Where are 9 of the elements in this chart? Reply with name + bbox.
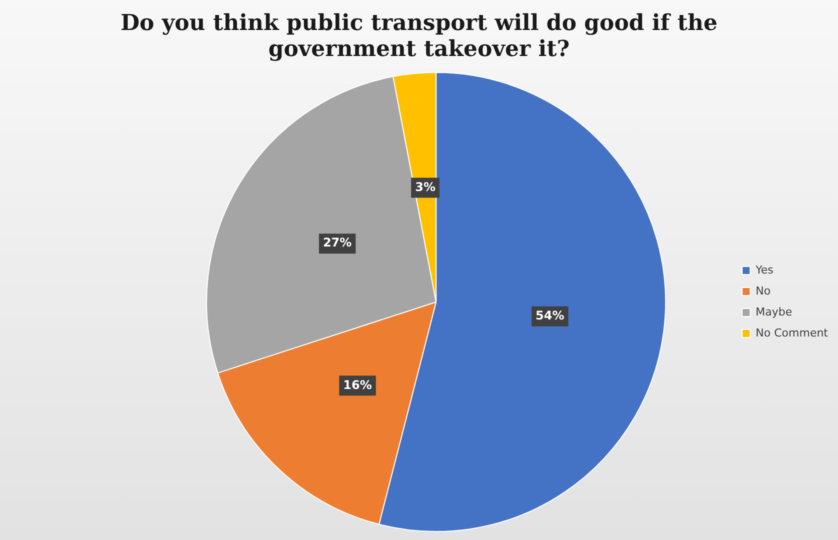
data-label: 16% [343,378,372,392]
data-label: 54% [536,308,564,323]
data-label: 3% [415,180,436,194]
legend-label: No [756,284,771,298]
legend-label: Maybe [756,305,792,318]
legend-label: Yes [754,263,774,276]
data-label: 27% [322,236,352,250]
chart-title: Do you think public transport will do good if the government takeover it? [119,9,719,64]
legend-label: No Comment [756,326,829,340]
